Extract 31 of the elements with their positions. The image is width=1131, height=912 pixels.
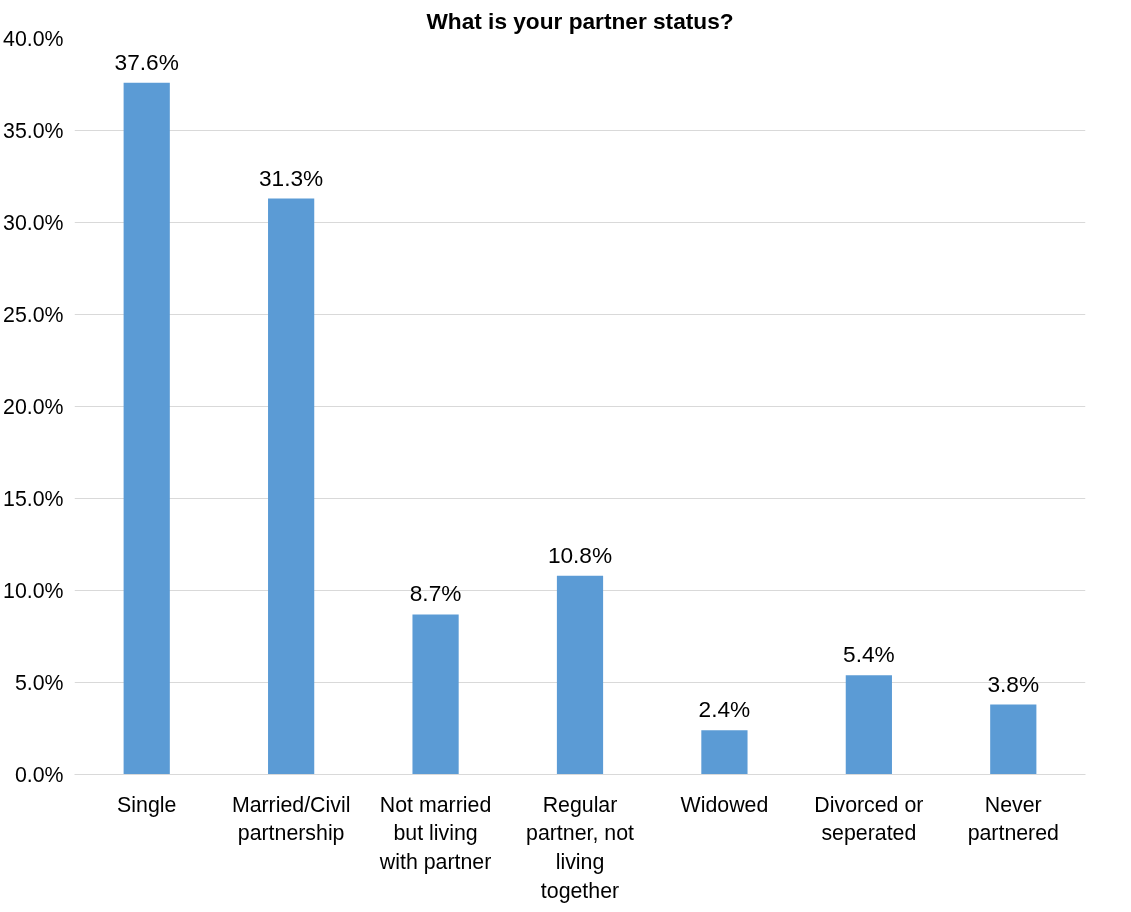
bar <box>268 198 315 775</box>
chart-title: What is your partner status? <box>426 7 734 34</box>
y-tick-label: 10.0% <box>3 578 64 603</box>
y-tick-label: 35.0% <box>3 118 64 143</box>
x-tick-label: Not married but living with partner <box>378 792 492 875</box>
data-label: 10.8% <box>547 541 613 568</box>
data-label: 3.8% <box>987 670 1040 697</box>
bar <box>412 614 459 775</box>
y-tick-label: 20.0% <box>3 394 64 419</box>
x-tick-label: Divorced or seperated <box>814 792 924 846</box>
data-label: 2.4% <box>698 696 751 723</box>
data-label: 8.7% <box>409 580 462 607</box>
y-tick-label: 15.0% <box>3 486 64 511</box>
bar <box>556 575 604 775</box>
x-tick-label: Single <box>117 792 177 817</box>
x-tick-label: Regular partner, not living together <box>526 792 635 903</box>
y-tick-label: 40.0% <box>3 26 64 51</box>
bar <box>845 675 892 775</box>
y-tick-label: 25.0% <box>3 302 64 327</box>
bar <box>990 704 1037 775</box>
data-label: 37.6% <box>114 48 179 75</box>
y-tick-label: 0.0% <box>14 762 64 787</box>
x-tick-label: Never partnered <box>967 792 1059 846</box>
data-label: 31.3% <box>259 164 324 191</box>
y-tick-label: 30.0% <box>3 210 64 235</box>
bar <box>123 82 170 775</box>
data-label: 5.4% <box>843 641 895 668</box>
x-tick-label: Married/Civil partnership <box>231 792 351 846</box>
x-tick-label: Widowed <box>680 792 769 817</box>
bar <box>701 730 748 775</box>
y-tick-label: 5.0% <box>14 670 64 695</box>
